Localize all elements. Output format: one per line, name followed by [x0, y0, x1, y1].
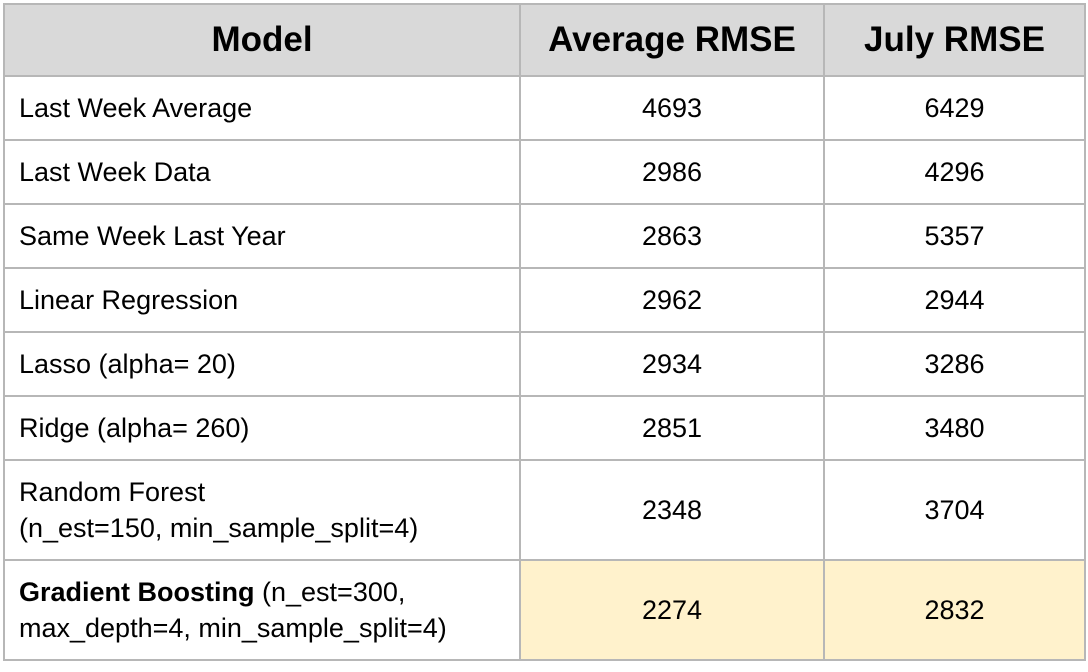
- header-model: Model: [3, 3, 521, 77]
- header-row: Model Average RMSE July RMSE: [3, 3, 1086, 77]
- table-row-last-week-data: Last Week Data 2986 4296: [3, 139, 1086, 205]
- cell-average-rmse: 2274: [519, 559, 825, 661]
- header-july-rmse: July RMSE: [823, 3, 1086, 77]
- cell-average-rmse: 2986: [519, 139, 825, 205]
- cell-average-rmse: 4693: [519, 75, 825, 141]
- cell-average-rmse: 2348: [519, 459, 825, 561]
- cell-average-rmse: 2962: [519, 267, 825, 333]
- cell-average-rmse: 2851: [519, 395, 825, 461]
- cell-model: Last Week Average: [3, 75, 521, 141]
- cell-model: Last Week Data: [3, 139, 521, 205]
- cell-july-rmse: 4296: [823, 139, 1086, 205]
- cell-average-rmse: 2863: [519, 203, 825, 269]
- cell-july-rmse: 2944: [823, 267, 1086, 333]
- table-row-gradient-boosting: Gradient Boosting (n_est=300, max_depth=…: [3, 559, 1086, 661]
- table-row-random-forest: Random Forest (n_est=150, min_sample_spli…: [3, 459, 1086, 561]
- model-params: (n_est=300, max_depth=4, min_sample_spli…: [19, 577, 447, 643]
- table-row-linear-regression: Linear Regression 2962 2944: [3, 267, 1086, 333]
- cell-model: Ridge (alpha= 260): [3, 395, 521, 461]
- header-average-rmse: Average RMSE: [519, 3, 825, 77]
- cell-july-rmse: 2832: [823, 559, 1086, 661]
- cell-model: Gradient Boosting (n_est=300, max_depth=…: [3, 559, 521, 661]
- table-row-last-week-average: Last Week Average 4693 6429: [3, 75, 1086, 141]
- table-row-lasso: Lasso (alpha= 20) 2934 3286: [3, 331, 1086, 397]
- cell-july-rmse: 5357: [823, 203, 1086, 269]
- cell-average-rmse: 2934: [519, 331, 825, 397]
- cell-july-rmse: 3286: [823, 331, 1086, 397]
- table-row-same-week-last-year: Same Week Last Year 2863 5357: [3, 203, 1086, 269]
- model-name: Random Forest: [19, 477, 206, 507]
- cell-model: Random Forest (n_est=150, min_sample_spli…: [3, 459, 521, 561]
- rmse-comparison-table: Model Average RMSE July RMSE Last Week A…: [3, 3, 1086, 661]
- cell-july-rmse: 6429: [823, 75, 1086, 141]
- cell-july-rmse: 3704: [823, 459, 1086, 561]
- model-name: Gradient Boosting: [19, 577, 255, 607]
- cell-model: Linear Regression: [3, 267, 521, 333]
- table-row-ridge: Ridge (alpha= 260) 2851 3480: [3, 395, 1086, 461]
- cell-model: Lasso (alpha= 20): [3, 331, 521, 397]
- model-params: (n_est=150, min_sample_split=4): [19, 513, 419, 543]
- cell-july-rmse: 3480: [823, 395, 1086, 461]
- cell-model: Same Week Last Year: [3, 203, 521, 269]
